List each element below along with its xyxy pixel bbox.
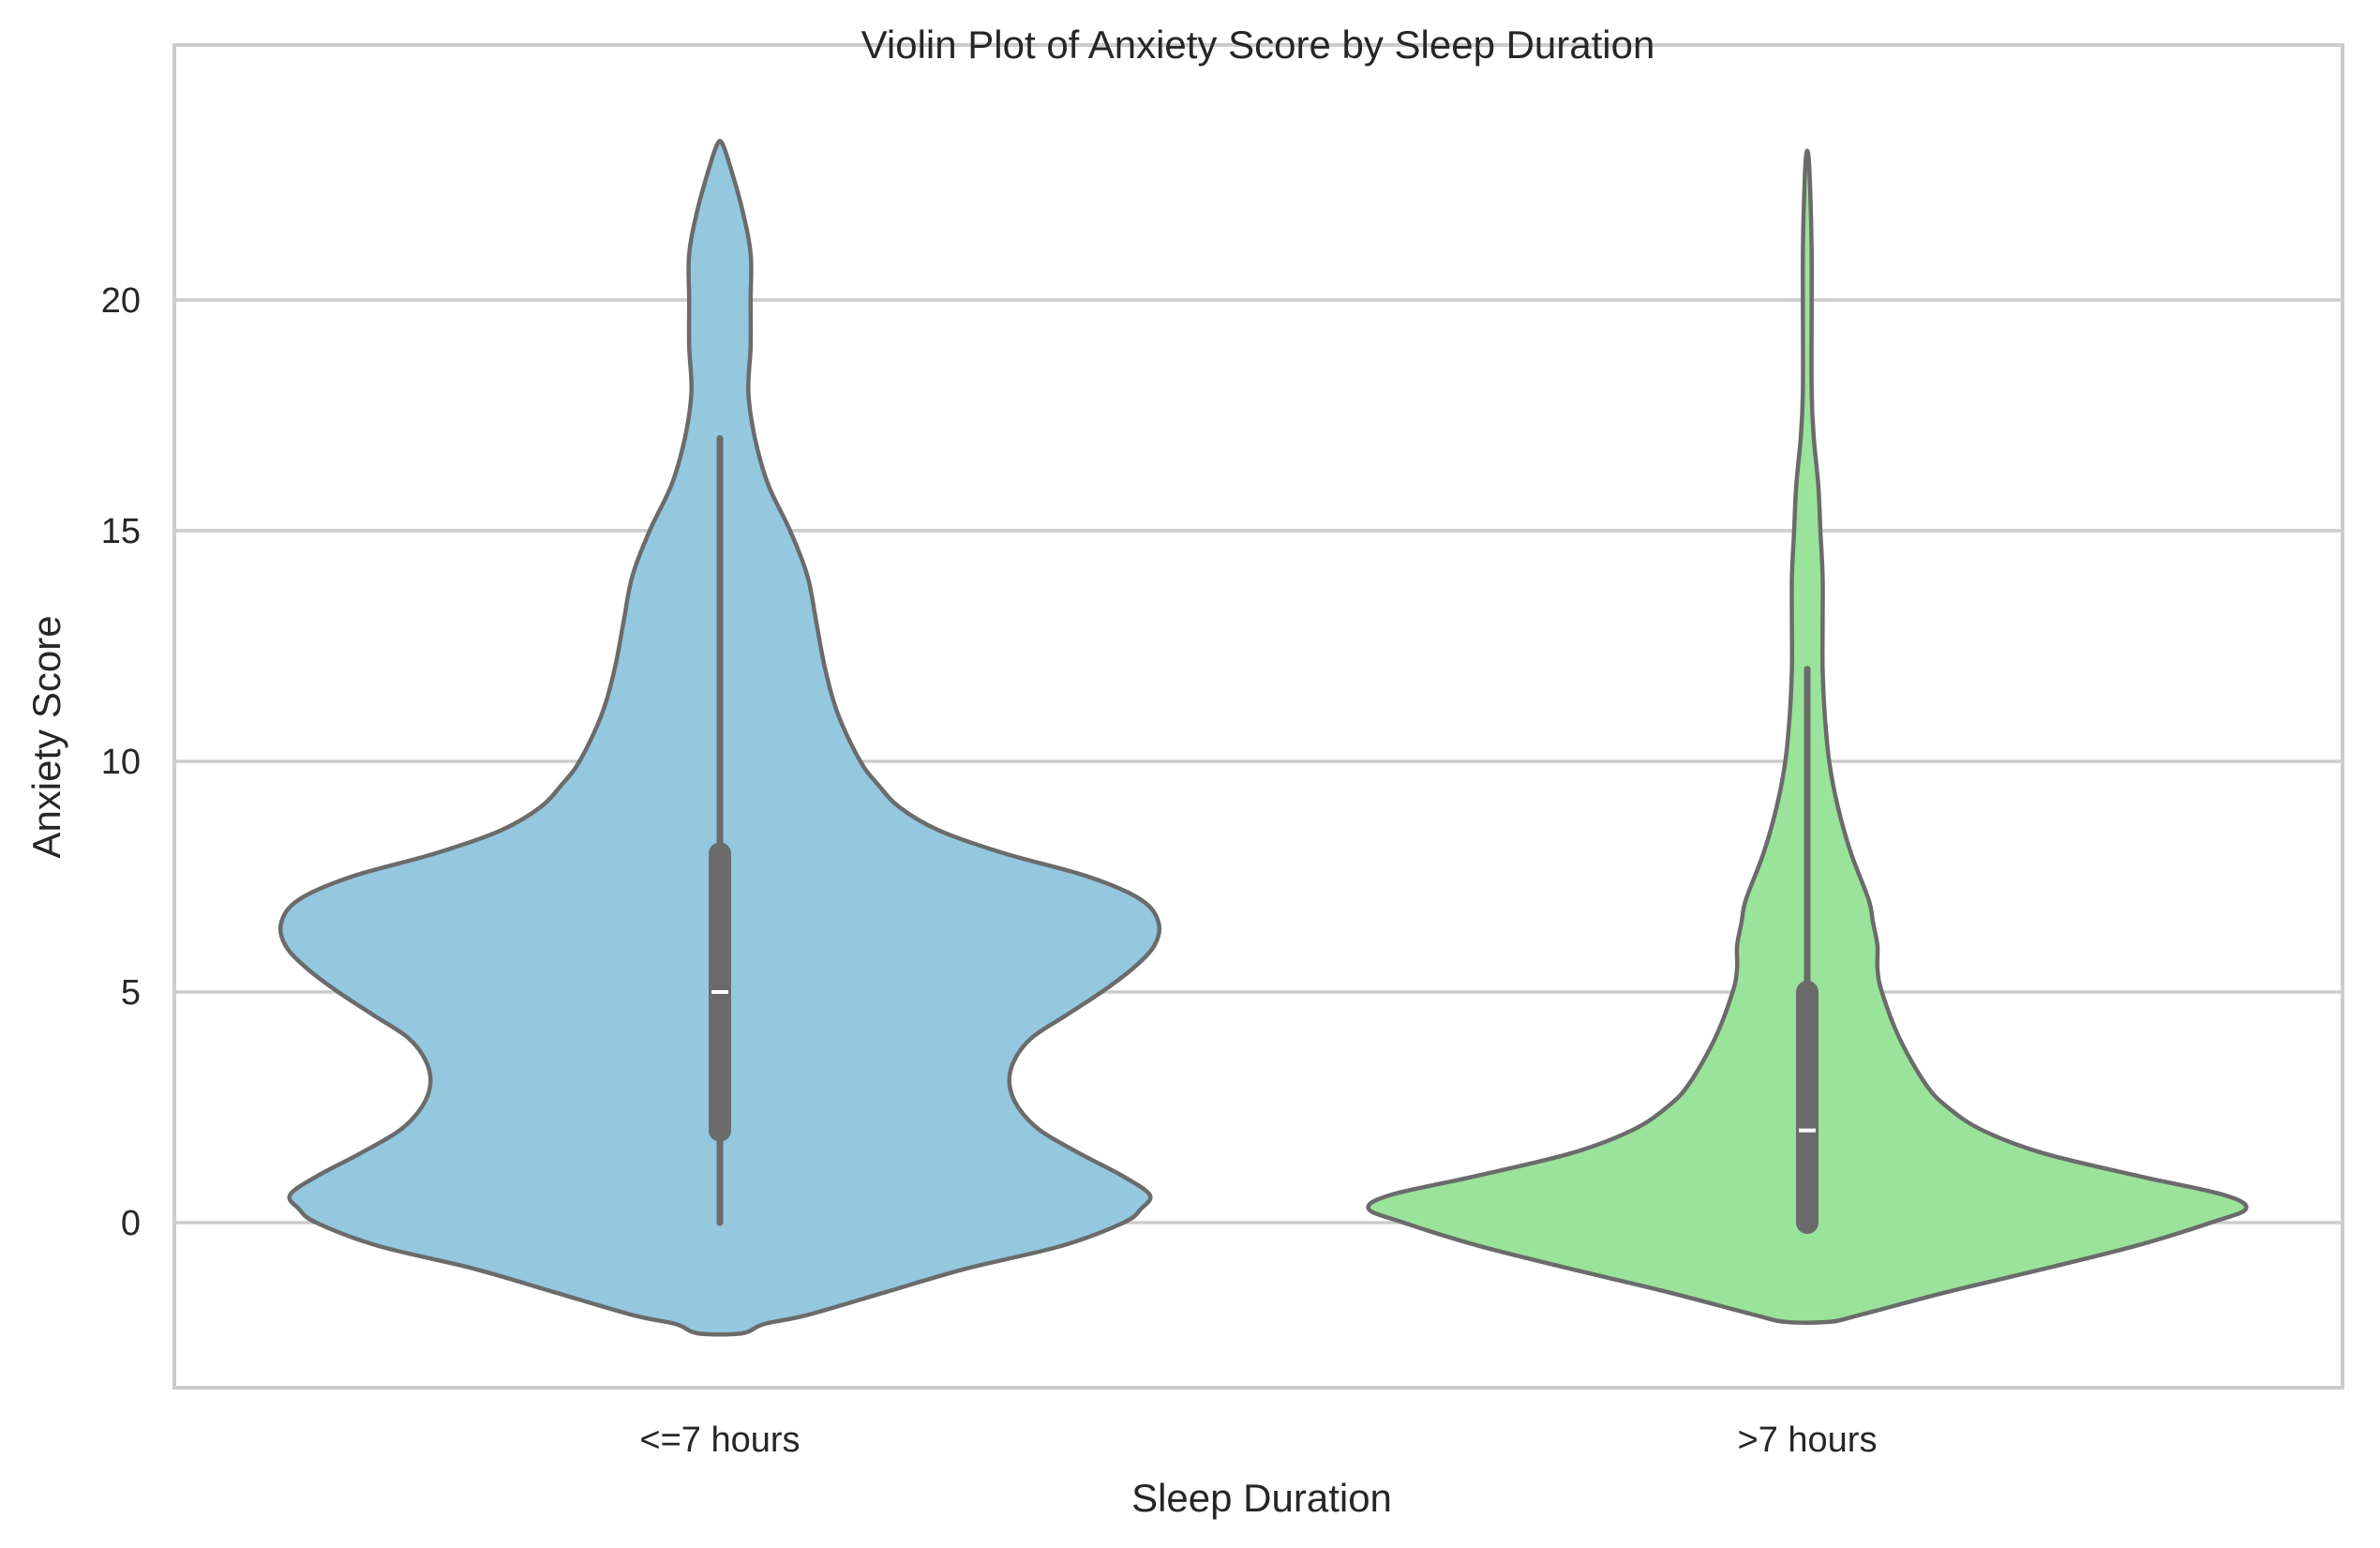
chart-title: Violin Plot of Anxiety Score by Sleep Du… (861, 23, 1655, 67)
x-axis-label: Sleep Duration (1131, 1476, 1392, 1520)
y-tick-label: 0 (121, 1204, 141, 1243)
y-tick-label: 20 (101, 281, 141, 321)
y-axis-label: Anxiety Score (24, 615, 68, 858)
violins (277, 139, 2249, 1337)
x-tick-labels: <=7 hours >7 hours (639, 1420, 1877, 1460)
x-tick-label: <=7 hours (639, 1420, 800, 1460)
y-tick-label: 15 (101, 512, 141, 551)
y-tick-label: 5 (121, 973, 141, 1013)
y-tick-labels: 0 5 10 15 20 (101, 281, 141, 1243)
x-tick-label: >7 hours (1738, 1420, 1878, 1460)
plot-frame (172, 43, 2344, 1390)
y-tick-label: 10 (101, 743, 141, 782)
